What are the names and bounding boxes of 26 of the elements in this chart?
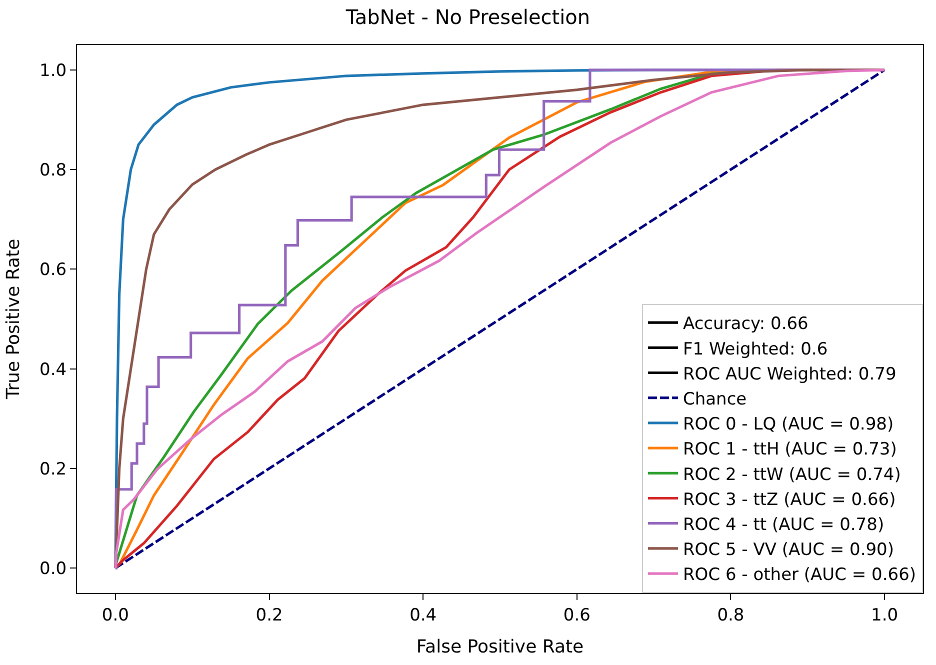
legend-label: ROC 1 - ttH (AUC = 0.73) [683,440,897,460]
y-tick-label: 0.6 [40,260,67,280]
x-tick-label: 0.0 [102,605,129,626]
x-axis-title: False Positive Rate [416,636,584,658]
legend-label: Chance [683,389,747,410]
legend-label: ROC 4 - tt (AUC = 0.78) [683,514,884,535]
y-tick-label: 0.0 [40,559,67,580]
chart-title: TabNet - No Preselection [344,4,590,29]
legend-label: F1 Weighted: 0.6 [683,339,828,360]
y-tick-label: 0.2 [40,459,67,480]
legend-label: ROC 3 - ttZ (AUC = 0.66) [683,490,896,510]
y-axis-title: True Positive Rate [2,238,24,400]
legend-label: Accuracy: 0.66 [683,314,808,334]
x-tick-label: 1.0 [871,605,898,626]
y-tick-label: 0.8 [40,160,67,180]
x-tick-label: 0.8 [717,605,744,626]
legend-label: ROC 6 - other (AUC = 0.66) [683,565,916,586]
y-tick-label: 0.4 [40,360,67,380]
legend-label: ROC 2 - ttW (AUC = 0.74) [683,464,901,485]
x-tick-label: 0.2 [256,605,283,626]
legend-label: ROC AUC Weighted: 0.79 [683,364,896,384]
legend-label: ROC 0 - LQ (AUC = 0.98) [683,414,894,435]
legend-label: ROC 5 - VV (AUC = 0.90) [683,540,894,560]
x-tick-label: 0.6 [563,605,590,626]
y-tick-label: 1.0 [40,60,67,81]
x-tick-label: 0.4 [410,605,437,626]
